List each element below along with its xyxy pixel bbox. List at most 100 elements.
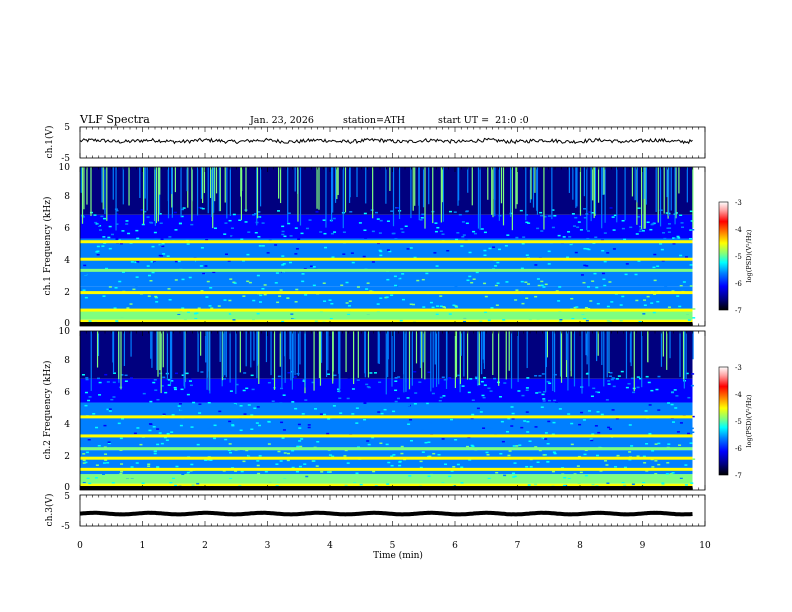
ch2-spec-cell xyxy=(279,402,283,404)
ch1-spec-cell xyxy=(217,305,221,307)
ch2-spec-cell xyxy=(565,425,569,427)
ch2-spec-cell xyxy=(542,398,546,400)
ch2-spec-cell xyxy=(534,446,538,448)
ch1-spec-cell xyxy=(366,282,370,284)
ch1-spec-cell xyxy=(483,231,487,234)
ch1-spec-cell xyxy=(96,254,100,256)
ch1-spec-cell xyxy=(547,250,551,253)
ch2-spec-cell xyxy=(654,460,658,462)
ch1-spec-cell xyxy=(103,221,107,224)
ch1-spec-cell xyxy=(411,303,415,306)
ch1-spec-sferic xyxy=(167,167,169,202)
ch2-spec-cell xyxy=(605,464,609,466)
ch2-spec-cell xyxy=(97,444,101,447)
ch2-spec-cell xyxy=(281,437,285,439)
ch1-spec-cell xyxy=(136,261,140,263)
ch2-spec-cell xyxy=(209,481,213,484)
ch1-spec-cell xyxy=(453,274,457,277)
ch2-spec-cell xyxy=(507,454,511,457)
ch2-spec-cell xyxy=(174,372,178,375)
ch1-spec-cell xyxy=(304,294,308,296)
ch1-spec-cell xyxy=(650,302,654,304)
ch1-spec-cell xyxy=(115,238,119,240)
ch1-spec-cell xyxy=(639,228,643,230)
ch2-spec-cell xyxy=(599,470,603,472)
ch2-spec-sferic xyxy=(289,331,291,360)
ch1-spec-cell xyxy=(689,210,693,213)
ch2-spec-cell xyxy=(328,471,332,473)
ch2-spec-sferic xyxy=(385,331,387,395)
ch2-spec-cell xyxy=(540,438,544,440)
ch2-spec-cell xyxy=(137,410,141,412)
ch1-spec-cell xyxy=(177,260,181,263)
x-tick-10: 10 xyxy=(699,541,711,551)
ch1-spec-cell xyxy=(261,222,265,224)
ch2-spec-cell xyxy=(511,418,515,420)
ch2-spec-sferic xyxy=(292,331,294,378)
ch1-spec-cell xyxy=(396,276,400,279)
ch2-spec-sferic xyxy=(608,331,610,372)
ch2-spec-cell xyxy=(112,381,116,384)
ch2-spec-cell xyxy=(84,461,88,464)
ch2-spec-cell xyxy=(190,426,194,428)
ch2-spec-sferic xyxy=(526,331,528,369)
ch1-spec-cell xyxy=(330,302,334,305)
ch2-spec-cell xyxy=(92,413,96,415)
ch2-spec-cell xyxy=(287,371,291,374)
ch2-spec-cell xyxy=(344,484,348,487)
ch1-spec-cell xyxy=(253,213,257,215)
ch1-spec-cell xyxy=(173,252,177,254)
ch1-spec-cell xyxy=(175,218,179,221)
ch2-ytick-0: 0 xyxy=(64,483,70,493)
ch2-spec-cell xyxy=(390,460,394,462)
ch2-spec-cell xyxy=(167,384,171,386)
ch3-waveform-ticks xyxy=(79,495,706,526)
ch1-spec-sferic xyxy=(318,167,320,210)
ch2-spec-sferic xyxy=(118,331,120,380)
ch2-spec-cell xyxy=(483,410,487,413)
ch2-spec-cell xyxy=(538,391,542,394)
ch1-spec-sferic xyxy=(657,167,659,223)
ch2-spec-cell xyxy=(457,374,461,377)
ch2-spec-cell xyxy=(185,372,189,375)
ch1-spec-sferic xyxy=(477,167,480,229)
ch2-spec-cell xyxy=(397,397,401,400)
ch1-cb-tick-m6: -6 xyxy=(735,280,742,288)
ch2-spec-cell xyxy=(124,374,128,377)
ch2-spec-cell xyxy=(192,401,196,404)
ch1-spec-cell xyxy=(524,281,528,283)
ch1-spec-cell xyxy=(579,229,583,231)
ch2-spec-cell xyxy=(178,403,182,405)
ch2-spec-cell xyxy=(657,442,661,445)
ch1-spec-layer xyxy=(80,310,693,320)
ch1-spec-cell xyxy=(166,248,170,251)
ch2-spec-cell xyxy=(372,470,376,473)
ch2-spec-cell xyxy=(102,462,106,464)
ch2-spec-sferic xyxy=(570,331,572,377)
ch1-spec-cell xyxy=(651,223,655,225)
ch1-spec-cell xyxy=(635,249,639,251)
ch1-spec-cell xyxy=(301,248,305,250)
ch2-spec-cell xyxy=(314,408,318,410)
ch2-spec-cell xyxy=(170,380,174,382)
ch1-spec-sferic xyxy=(200,167,203,199)
ch2-spec-cell xyxy=(398,461,402,463)
ch1-spec-sferic xyxy=(532,167,535,208)
ch1-spec-cell xyxy=(636,216,640,218)
ch2-spec-cell xyxy=(546,407,550,410)
ch1-spectrogram-ticks xyxy=(79,167,706,326)
ch1-spec-cell xyxy=(404,276,408,279)
ch1-spec-cell xyxy=(576,234,580,237)
ch2-spec-cell xyxy=(684,464,688,466)
ch1-spec-cell xyxy=(379,297,383,299)
ch1-spec-cell xyxy=(583,208,587,210)
ch1-spec-cell xyxy=(553,215,557,217)
ch1-spec-sferic xyxy=(157,167,159,222)
ch2-spec-cell xyxy=(280,421,284,424)
ch1-spec-cell xyxy=(394,284,398,287)
ch1-spec-cell xyxy=(244,221,248,223)
ch1-spec-cell xyxy=(637,260,641,262)
ch1-spec-cell xyxy=(232,235,236,238)
ch2-spec-cell xyxy=(678,444,682,446)
ch1-spec-cell xyxy=(687,319,691,321)
